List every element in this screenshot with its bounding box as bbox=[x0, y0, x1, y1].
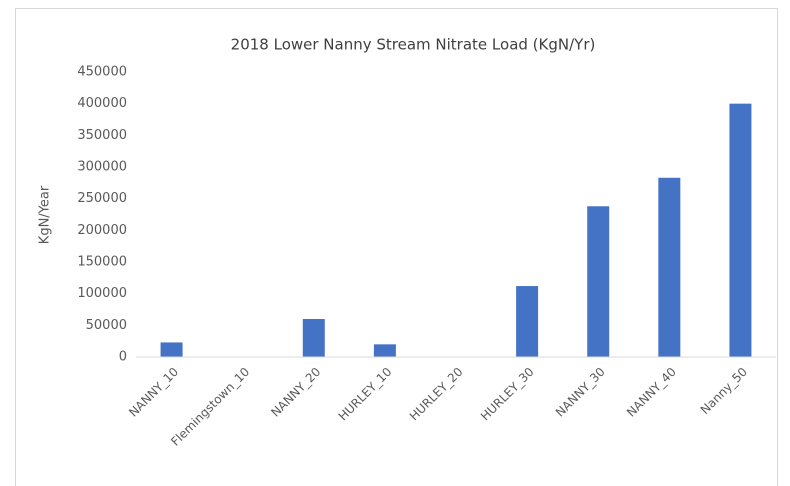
x-tick-label: Nanny_50 bbox=[698, 365, 750, 417]
x-tick-label: HURLEY_20 bbox=[407, 365, 466, 424]
chart-title: 2018 Lower Nanny Stream Nitrate Load (Kg… bbox=[231, 36, 596, 54]
y-tick-label: 200000 bbox=[77, 223, 127, 238]
bar bbox=[658, 177, 681, 357]
bar bbox=[373, 344, 396, 357]
y-tick-label: 0 bbox=[119, 350, 127, 365]
y-tick-label: 150000 bbox=[77, 255, 127, 270]
x-tick-label: NANNY_40 bbox=[624, 365, 679, 420]
x-tick-label: NANNY_10 bbox=[126, 365, 181, 420]
y-tick-label: 250000 bbox=[77, 191, 127, 206]
x-tick-label: HURLEY_30 bbox=[478, 365, 537, 424]
y-tick-label: 100000 bbox=[77, 286, 127, 301]
y-tick-label: 50000 bbox=[86, 318, 127, 333]
x-tick-label: HURLEY_10 bbox=[336, 365, 395, 424]
x-tick-label: Flemingstown_10 bbox=[168, 365, 252, 449]
y-tick-label: 400000 bbox=[77, 96, 127, 111]
bar bbox=[587, 206, 610, 357]
bar bbox=[160, 342, 183, 357]
bar bbox=[302, 319, 325, 357]
bar bbox=[516, 286, 539, 357]
x-tick-label: NANNY_20 bbox=[268, 365, 323, 420]
y-tick-label: 450000 bbox=[77, 65, 127, 80]
y-tick-label: 300000 bbox=[77, 160, 127, 175]
bar bbox=[729, 103, 752, 358]
y-axis-label: KgN/Year bbox=[38, 185, 53, 244]
x-tick-label: NANNY_30 bbox=[553, 365, 608, 420]
y-tick-label: 350000 bbox=[77, 128, 127, 143]
chart-border bbox=[15, 8, 778, 486]
